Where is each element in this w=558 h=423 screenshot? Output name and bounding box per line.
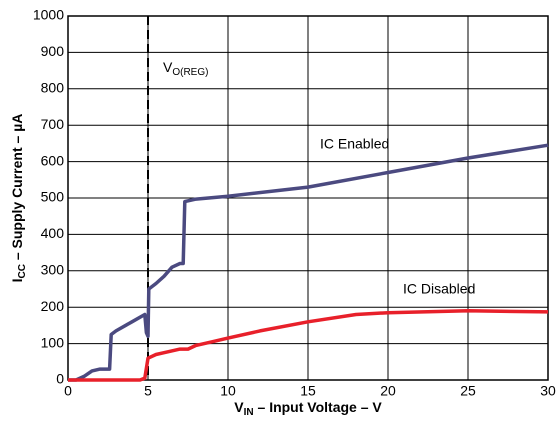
x-axis-label: VIN – Input Voltage – V <box>234 399 382 418</box>
series-label: IC Enabled <box>320 136 389 152</box>
x-label-rest: – Input Voltage – V <box>254 399 383 415</box>
x-label-main: V <box>234 399 244 415</box>
series-line <box>68 143 549 382</box>
series-line <box>68 309 549 382</box>
x-tick-label: 15 <box>300 383 316 399</box>
vline-label-main: V <box>163 59 173 75</box>
y-tick-label: 0 <box>56 371 64 387</box>
y-tick-label: 500 <box>41 189 65 205</box>
x-tick-label: 25 <box>460 383 476 399</box>
y-tick-label: 1000 <box>33 7 64 23</box>
y-tick-label: 800 <box>41 80 65 96</box>
y-label-rest: – Supply Current – µA <box>9 114 25 264</box>
y-label-main: I <box>9 279 25 283</box>
y-tick-label: 600 <box>41 152 65 168</box>
y-axis-label: ICC – Supply Current – µA <box>9 114 28 283</box>
y-label-sub: CC <box>17 264 28 278</box>
y-tick-label: 200 <box>41 298 65 314</box>
x-tick-label: 10 <box>220 383 236 399</box>
x-tick-label: 20 <box>380 383 396 399</box>
y-tick-label: 100 <box>41 334 65 350</box>
vline-label: VO(REG) <box>163 59 208 78</box>
x-label-sub: IN <box>244 407 254 418</box>
y-tick-label: 700 <box>41 116 65 132</box>
x-tick-label: 0 <box>64 383 72 399</box>
y-tick-label: 400 <box>41 225 65 241</box>
x-tick-label: 30 <box>540 383 556 399</box>
y-tick-label: 900 <box>41 43 65 59</box>
plot-frame <box>67 15 549 381</box>
series-label: IC Disabled <box>403 281 475 297</box>
vline-label-sub: O(REG) <box>172 67 208 78</box>
y-tick-label: 300 <box>41 262 65 278</box>
x-tick-label: 5 <box>144 383 152 399</box>
